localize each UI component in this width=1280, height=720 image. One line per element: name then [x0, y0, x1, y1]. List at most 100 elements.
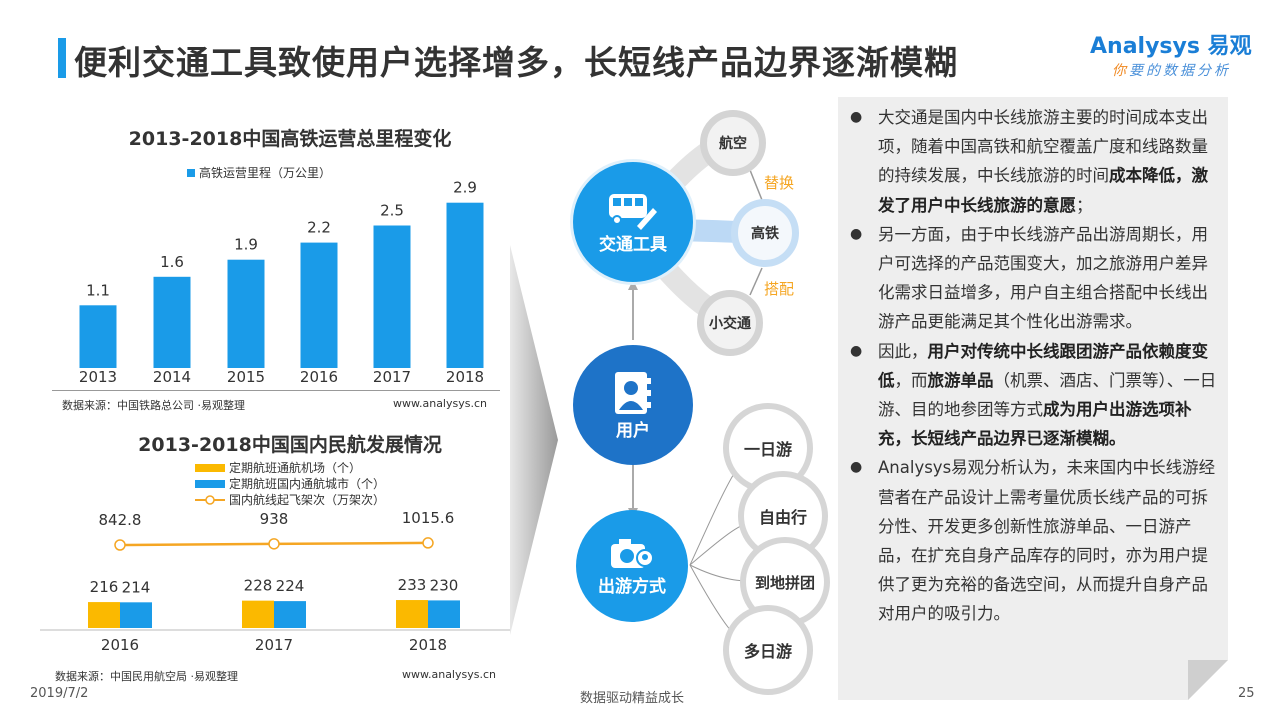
data-label: 2.2	[307, 219, 331, 237]
chart1-legend: 高铁运营里程（万公里）	[187, 164, 331, 181]
x-tick-label: 2017	[373, 368, 411, 386]
data-label: 2.5	[380, 202, 404, 220]
bullet-dot-icon: ●	[850, 342, 863, 359]
legend-line-swatch	[195, 494, 225, 505]
combine-label: 搭配	[764, 280, 795, 298]
transport-node: 交通工具	[573, 162, 693, 282]
chart2-legend-1: 定期航班通航机场（个）	[195, 459, 361, 476]
data-label: 216	[90, 578, 119, 596]
bullet-text: 另一方面，由于中长线游产品出游周期长，用户可选择的产品范围变大，加之旅游用户差异…	[878, 220, 1218, 337]
footer-slogan: 数据驱动精益成长	[580, 691, 685, 706]
legend-label: 国内航线起飞架次（万架次）	[229, 493, 386, 507]
bar-2017-cities	[274, 601, 306, 628]
divider	[52, 390, 500, 391]
legend-label: 定期航班国内通航城市（个）	[229, 477, 386, 491]
bullet-text: 因此，用户对传统中长线跟团游产品依赖度变低，而旅游单品（机票、酒店、门票等）、一…	[878, 337, 1218, 454]
bar-2016	[300, 242, 338, 368]
analysis-panel	[838, 97, 1228, 700]
rail-mileage-chart: 1.1 2013 1.6 2014 1.9 2015 2.2 2016 2.5 2017 2.9 20…	[79, 180, 484, 386]
analysys-logo: Analysys 易观 你要的数据分析	[1090, 28, 1270, 80]
option-multi-day: 多日游	[723, 605, 813, 695]
data-label: 233	[398, 576, 427, 594]
legend-label: 高铁运营里程（万公里）	[199, 166, 332, 180]
bar-2017	[373, 225, 411, 368]
chart1-source: 数据来源：中国铁路总公司 ·易观整理	[62, 399, 245, 412]
local-transport-node: 小交通	[697, 290, 763, 356]
x-tick-label: 2018	[409, 636, 447, 654]
air-node: 航空	[700, 110, 766, 176]
rail-node: 高铁	[731, 199, 799, 267]
page-number: 25	[1238, 686, 1255, 701]
user-label: 用户	[616, 420, 650, 441]
data-label: 230	[430, 576, 459, 594]
chart2-legend-2: 定期航班国内通航城市（个）	[195, 475, 385, 492]
page-fold	[1188, 660, 1228, 700]
flights-point-2018	[422, 537, 434, 549]
legend-swatch	[195, 479, 225, 488]
bullet-dot-icon: ●	[850, 459, 863, 476]
bar-2018-airports	[396, 600, 428, 628]
data-label: 224	[276, 577, 305, 595]
bullet-item: ● 另一方面，由于中长线游产品出游周期长，用户可选择的产品范围变大，加之旅游用户差…	[848, 220, 1218, 337]
text: 大交通是国内中长线旅游主要的时间成本支出项，随着中国高铁和航空覆盖广度和线路数量…	[878, 108, 1208, 186]
bullet-item: ● 大交通是国内中长线旅游主要的时间成本支出项，随着中国高铁和航空覆盖广度和线路数…	[848, 103, 1218, 220]
flights-point-2017	[268, 538, 280, 550]
bullet-dot-icon: ●	[850, 225, 863, 242]
x-tick-label: 2015	[227, 368, 265, 386]
replace-label: 替换	[764, 174, 795, 192]
x-tick-label: 2016	[101, 636, 139, 654]
bold-text: 成本降低，激发了用户中长线旅游的意愿	[878, 166, 1208, 215]
flights-point-2016	[114, 539, 126, 551]
travel-mode-node: 出游方式	[576, 510, 688, 622]
legend-swatch	[195, 463, 225, 472]
text: 因此，	[878, 341, 928, 361]
bar-2013	[79, 305, 117, 368]
text: 另一方面，由于中长线游产品出游周期长，用户可选择的产品范围变大，加之旅游用户差异…	[878, 224, 1208, 332]
bullet-text: Analysys易观分析认为，未来国内中长线游经营者在产品设计上需考量优质长线产…	[878, 453, 1218, 628]
bar-2017-airports	[242, 600, 274, 628]
bar-2016-airports	[88, 602, 120, 628]
chart2-source: 数据来源：中国民用航空局 ·易观整理	[55, 670, 238, 683]
x-tick-label: 2013	[79, 368, 117, 386]
flights-label: 842.8	[99, 511, 142, 529]
chart1-site: www.analysys.cn	[393, 397, 487, 410]
text: ，而	[894, 370, 928, 390]
x-tick-label: 2016	[300, 368, 338, 386]
legend-label: 定期航班通航机场（个）	[229, 461, 362, 475]
flights-label: 1015.6	[402, 509, 455, 527]
bus-pencil-icon	[609, 193, 657, 230]
data-label: 1.6	[160, 253, 184, 271]
flights-label: 938	[260, 510, 289, 528]
bullet-dot-icon: ●	[850, 109, 863, 125]
page-title: 便利交通工具致使用户选择增多，长短线产品边界逐渐模糊	[74, 43, 958, 82]
data-label: 1.9	[234, 236, 258, 254]
user-node: 用户	[573, 345, 693, 465]
legend-swatch	[187, 168, 195, 177]
data-label: 214	[122, 578, 151, 596]
bold-text: 成为用户出游选项补充，长短线产品边界已逐渐模糊。	[878, 400, 1192, 449]
bold-text: 用户对传统中长线跟团游产品依赖度变低	[878, 341, 1208, 390]
text: Analysys易观分析认为，未来国内中长线游经营者在产品设计上需考量优质长线产…	[878, 458, 1216, 624]
chevron-arrow-icon	[510, 245, 558, 635]
camera-location-icon	[611, 538, 654, 568]
travel-mode-label: 出游方式	[598, 576, 666, 597]
x-tick-label: 2017	[255, 636, 293, 654]
logo-brand: Analysys 易观	[1090, 34, 1252, 59]
analysis-bullets: ● 大交通是国内中长线旅游主要的时间成本支出项，随着中国高铁和航空覆盖广度和线路数…	[848, 103, 1218, 629]
bullet-item: ● 因此，用户对传统中长线跟团游产品依赖度变低，而旅游单品（机票、酒店、门票等）、…	[848, 337, 1218, 454]
data-label: 2.9	[453, 180, 477, 197]
text: （机票、酒店、门票等）、一日游、目的地参团等方式	[878, 370, 1217, 420]
data-label: 228	[244, 577, 273, 595]
chart2-legend-3: 国内航线起飞架次（万架次）	[195, 491, 385, 508]
aviation-chart: 216 214 2016 228 224 2017 233 230 2018 842.8 938 10…	[40, 509, 510, 654]
bar-2018-cities	[428, 600, 460, 628]
chart2-title: 2013-2018中国国内民航发展情况	[138, 434, 442, 456]
bar-2014	[153, 276, 191, 368]
chart2-site: www.analysys.cn	[402, 668, 496, 681]
bullet-text: 大交通是国内中长线旅游主要的时间成本支出项，随着中国高铁和航空覆盖广度和线路数量…	[878, 103, 1218, 220]
bold-text: 旅游单品	[927, 370, 994, 390]
x-tick-label: 2014	[153, 368, 191, 386]
logo-slogan: 你要的数据分析	[1112, 63, 1231, 79]
data-label: 1.1	[86, 281, 110, 299]
footer-date: 2019/7/2	[30, 686, 89, 701]
